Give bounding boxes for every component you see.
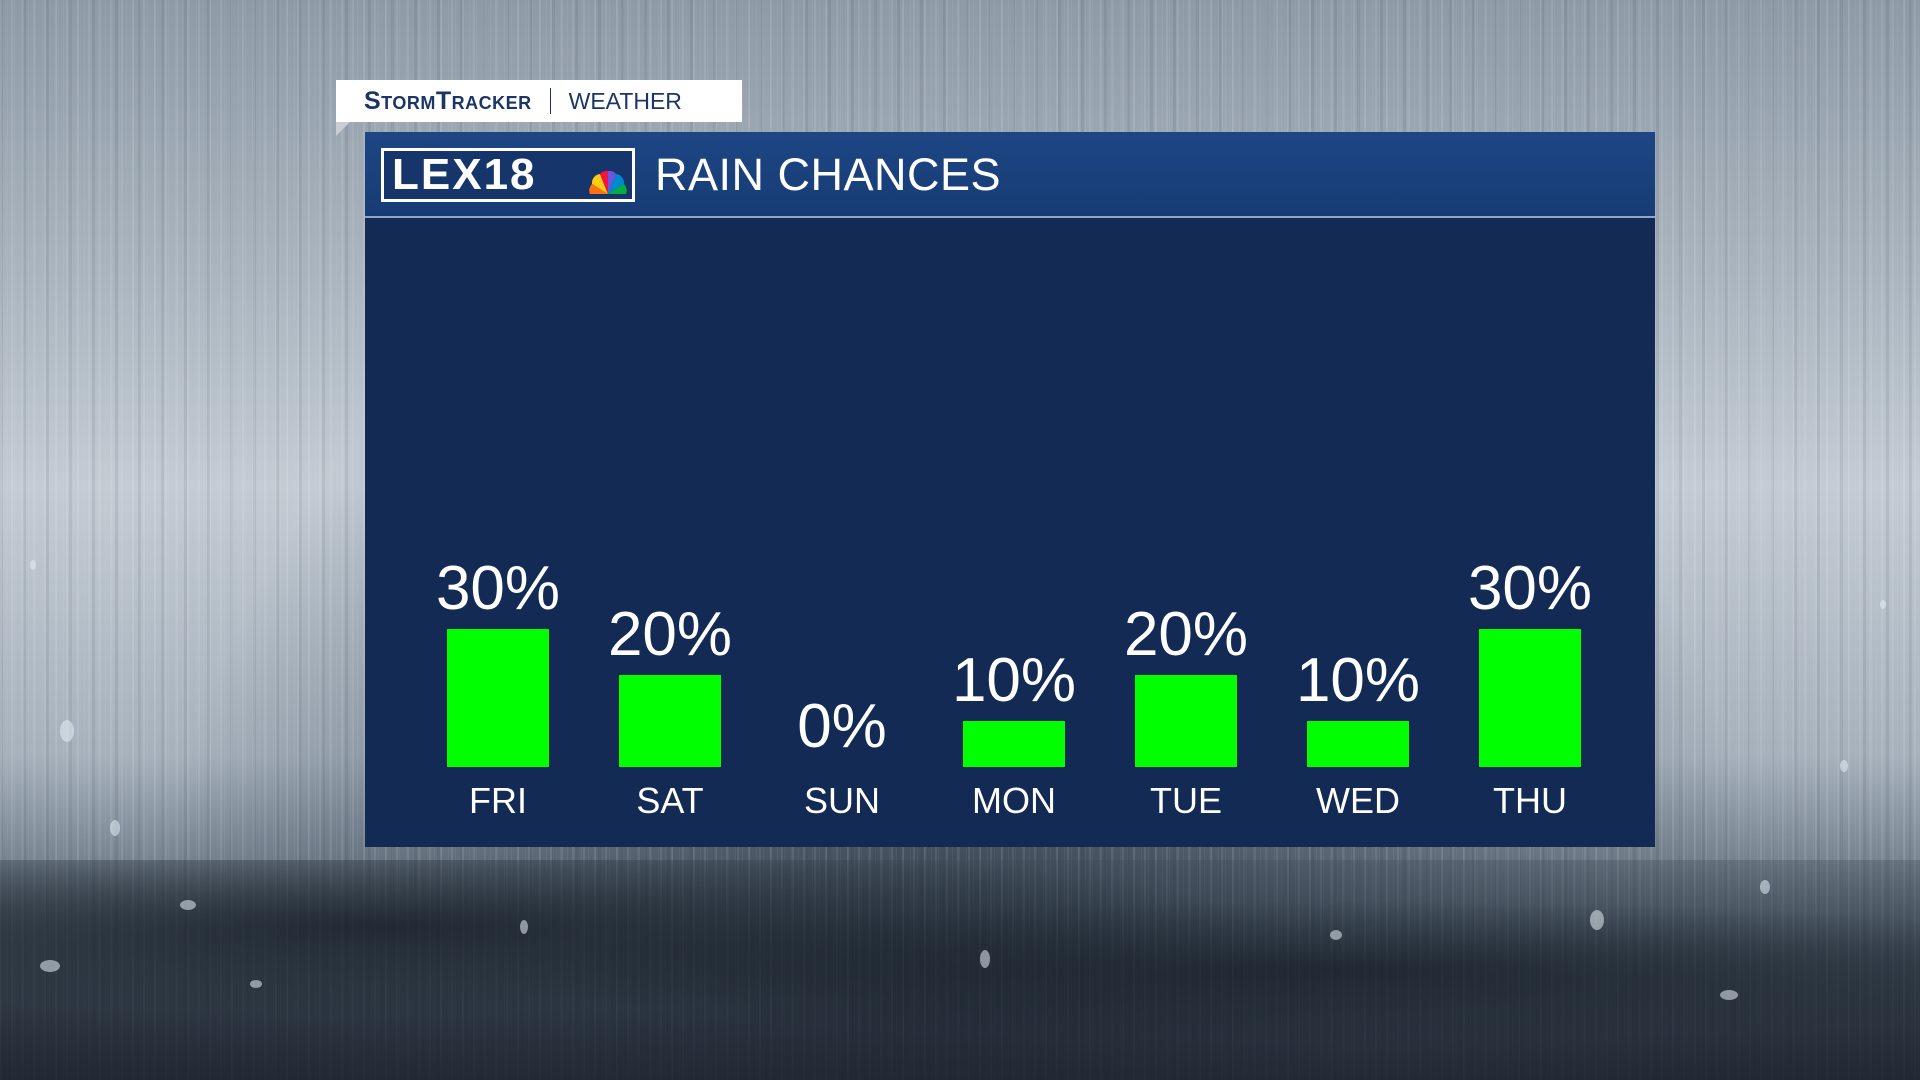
bar-wed (1307, 721, 1409, 767)
day-label-sun: SUN (804, 780, 880, 821)
bar-mon (963, 721, 1065, 767)
rain-drop (40, 960, 60, 972)
stormtracker-label: StormTracker (364, 86, 532, 115)
tab-fold (336, 122, 350, 136)
rain-drop (180, 900, 196, 910)
day-label-thu: THU (1493, 780, 1567, 821)
brand-divider (549, 88, 551, 114)
logo-plate: LEX18 (384, 151, 632, 199)
panel-header: LEX18 RAIN CHANCES (365, 132, 1655, 218)
lex18-logo: LEX18 (381, 148, 635, 202)
day-label-tue: TUE (1150, 780, 1222, 821)
value-label-thu: 30% (1468, 554, 1592, 623)
wet-ground (0, 860, 1920, 1080)
value-label-tue: 20% (1124, 600, 1248, 669)
value-label-wed: 10% (1296, 646, 1420, 715)
rain-drop (980, 950, 990, 968)
stormtracker-tab: StormTracker WEATHER (336, 80, 742, 122)
day-label-wed: WED (1316, 780, 1400, 821)
value-label-sat: 20% (608, 600, 732, 669)
value-label-mon: 10% (952, 646, 1076, 715)
bar-thu (1479, 629, 1581, 767)
rain-drop (520, 920, 528, 934)
rain-chances-panel: LEX18 RAIN CHANCES 30% FRI 20% SAT 0% SUN 10% M… (365, 132, 1655, 847)
day-label-fri: FRI (469, 780, 527, 821)
rain-drop (1330, 930, 1342, 940)
rain-drop (1880, 600, 1886, 609)
rain-drop (110, 820, 120, 836)
rain-drop (250, 980, 262, 988)
rain-drop (1720, 990, 1738, 1000)
rain-drop (1590, 910, 1604, 930)
day-label-mon: MON (972, 780, 1056, 821)
panel-title: RAIN CHANCES (655, 149, 1002, 200)
value-label-sun: 0% (797, 692, 887, 761)
rain-drop (1760, 880, 1770, 894)
bar-fri (447, 629, 549, 767)
bar-tue (1135, 675, 1237, 767)
rain-drop (30, 560, 36, 570)
day-label-sat: SAT (636, 780, 703, 821)
rain-drop (60, 720, 74, 742)
bar-sat (619, 675, 721, 767)
rain-drop (1840, 760, 1848, 772)
rain-chance-chart: 30% FRI 20% SAT 0% SUN 10% MON 20% TUE 10% WED 30% TH… (436, 554, 1592, 821)
value-label-fri: 30% (436, 554, 560, 623)
nbc-peacock-icon (589, 170, 627, 194)
weather-label: WEATHER (568, 87, 682, 114)
logo-text: LEX18 (392, 150, 537, 199)
